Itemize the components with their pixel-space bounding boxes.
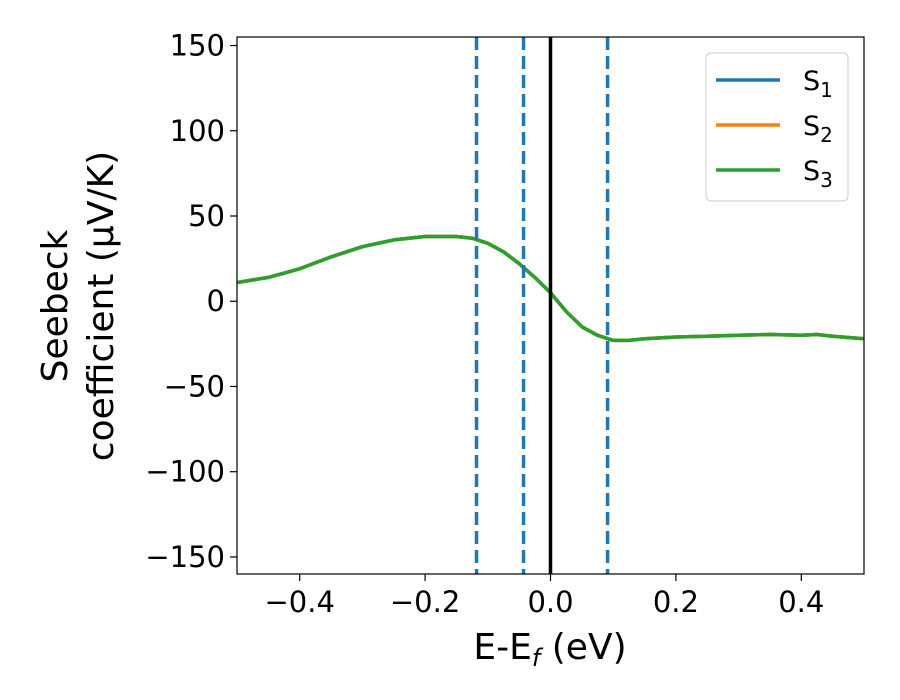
y-tick-label: 100 [170, 114, 225, 148]
y-axis-title-line2: coefficient (μV/K) [81, 151, 122, 461]
legend-box [705, 52, 849, 202]
legend-label-1: S1 [803, 66, 833, 102]
y-tick-label: −100 [145, 455, 225, 489]
x-axis-title: E-Ef (eV) [473, 627, 626, 672]
legend: S1 S2 S3 [705, 52, 849, 202]
x-axis-title-unit: (eV) [540, 627, 626, 668]
x-axis-title-main: E-E [473, 627, 531, 668]
legend-label-2: S2 [803, 111, 833, 147]
x-axis-ticks: −0.4 −0.2 0.0 0.2 0.4 [264, 574, 824, 619]
y-tick-label: 50 [188, 199, 225, 233]
x-tick-label: 0.2 [653, 585, 699, 619]
x-tick-label: 0.4 [778, 585, 824, 619]
y-tick-label: −50 [164, 369, 225, 403]
x-tick-label: −0.4 [264, 585, 334, 619]
y-axis-title-line1: Seebeck [35, 229, 76, 382]
y-axis-title: Seebeck coefficient (μV/K) [35, 151, 122, 461]
y-tick-label: 0 [207, 284, 225, 318]
x-tick-label: −0.2 [390, 585, 460, 619]
x-tick-label: 0.0 [527, 585, 573, 619]
y-axis-ticks: 150 100 50 0 −50 −100 −150 [145, 29, 237, 574]
y-tick-label: −150 [145, 540, 225, 574]
reference-lines [474, 37, 610, 574]
legend-label-3: S3 [803, 156, 833, 192]
y-tick-label: 150 [170, 29, 225, 63]
